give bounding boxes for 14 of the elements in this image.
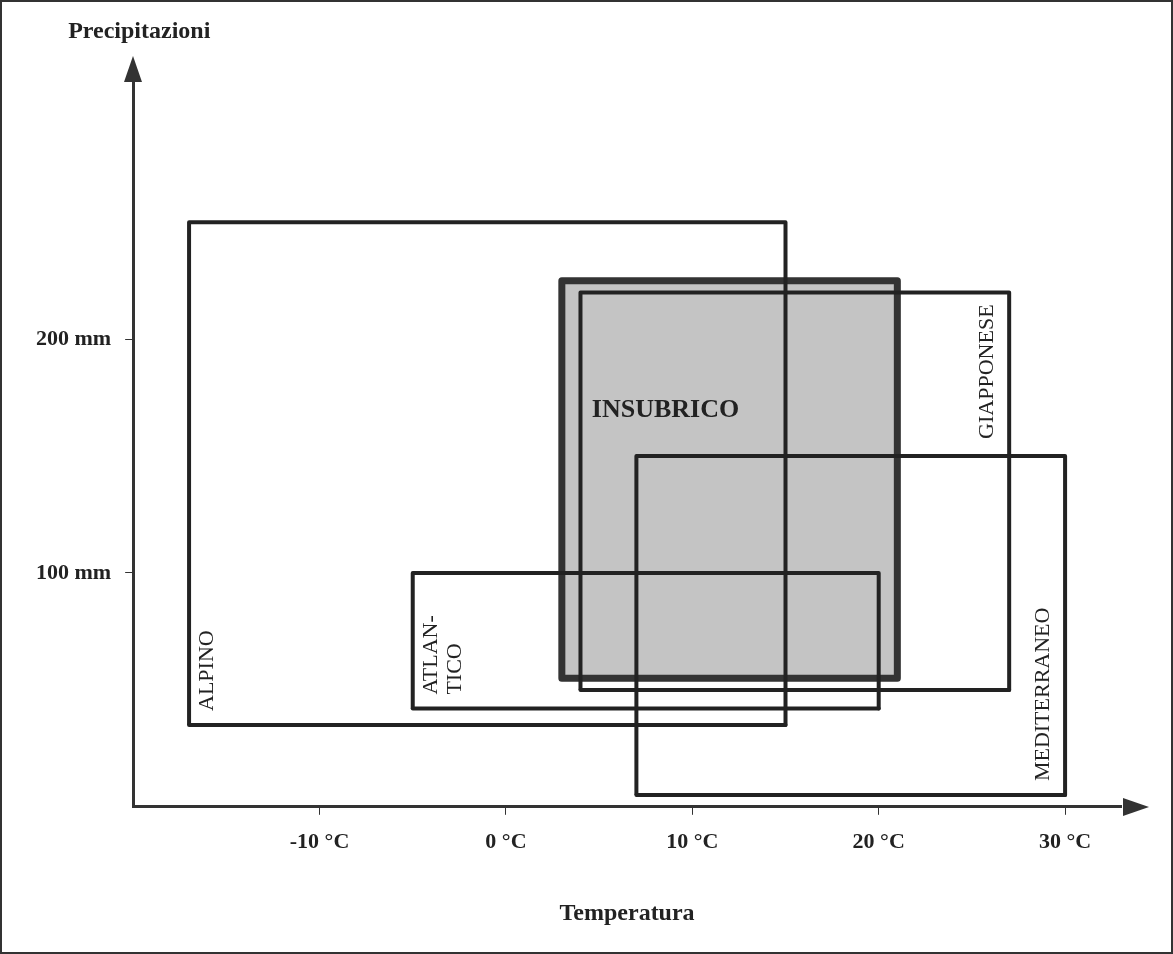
text: GIAPPONESE (972, 304, 998, 439)
x-tick-label: -10 °C (289, 827, 350, 853)
y-tick-label: 200 mm (36, 324, 112, 350)
x-tick-label: 20 °C (852, 827, 905, 853)
series-label: INSUBRICO (591, 394, 740, 424)
x-axis-title: Temperatura (559, 898, 695, 925)
y-axis-title: Precipitazioni (68, 17, 211, 44)
y-tick-label: 100 mm (36, 558, 112, 584)
x-tick-label: 30 °C (1038, 827, 1092, 853)
x-tick-label: 10 °C (666, 827, 719, 853)
text: MEDITERRANEO (1028, 607, 1054, 782)
text: ALPINO (192, 630, 218, 711)
x-tick-label: 0 °C (485, 827, 527, 853)
text: ATLAN- TICO (416, 615, 466, 695)
